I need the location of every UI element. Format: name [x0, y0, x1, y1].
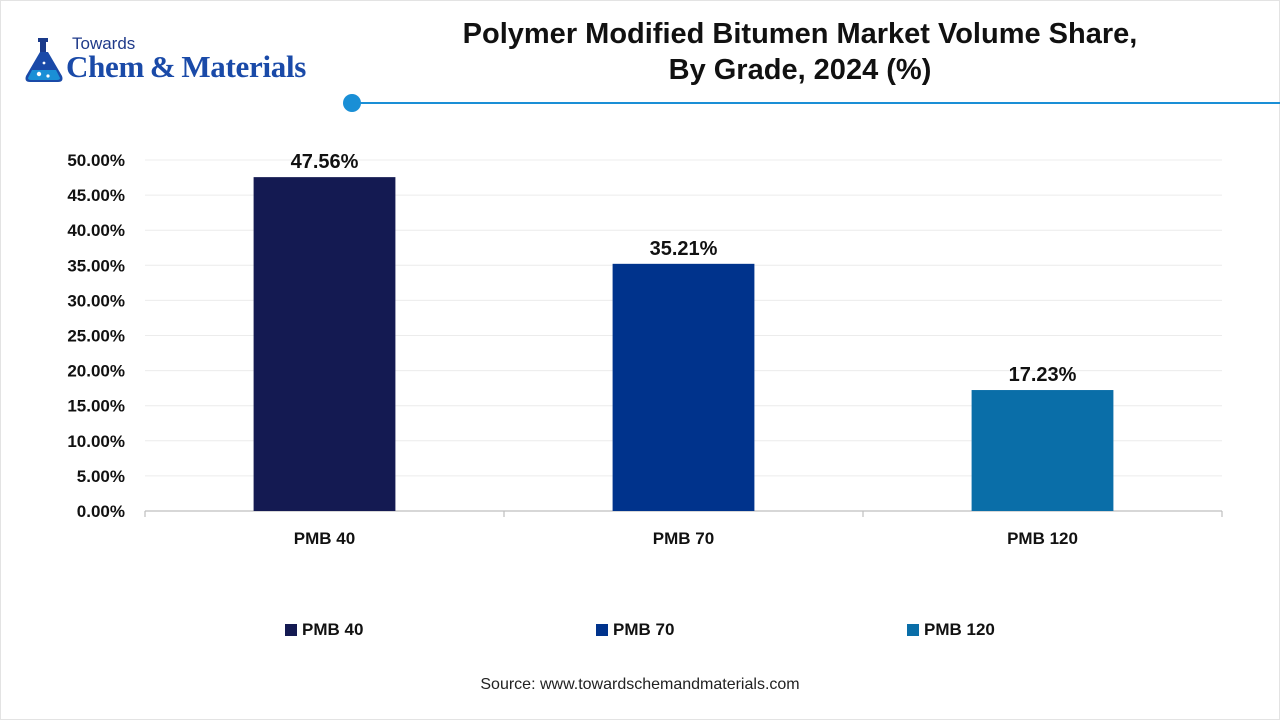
y-tick-label: 40.00%: [67, 221, 125, 240]
y-tick-label: 20.00%: [67, 362, 125, 381]
y-tick-label: 50.00%: [67, 151, 125, 170]
x-tick-label: PMB 70: [653, 529, 714, 548]
y-tick-label: 10.00%: [67, 432, 125, 451]
y-tick-label: 30.00%: [67, 291, 125, 310]
legend-label-pmb-120: PMB 120: [924, 620, 995, 639]
y-tick-label: 25.00%: [67, 327, 125, 346]
x-tick-label: PMB 120: [1007, 529, 1078, 548]
brand-logo: Towards Chem & Materials: [22, 34, 342, 94]
y-tick-label: 15.00%: [67, 397, 125, 416]
legend-item-pmb-120: PMB 120: [907, 620, 995, 640]
flask-icon: [25, 38, 63, 82]
title-line-2: By Grade, 2024 (%): [668, 54, 932, 86]
logo-top-text: Towards: [72, 34, 136, 53]
bar-pmb-40: [253, 177, 396, 512]
legend-item-pmb-70: PMB 70: [596, 620, 674, 640]
bar-pmb-120: [971, 390, 1114, 511]
legend-swatch-pmb-120: [907, 624, 919, 636]
bar-chart: 0.00% 5.00% 10.00% 15.00% 20.00% 25.00% 30.00%…: [67, 151, 1223, 548]
y-tick-label: 45.00%: [67, 186, 125, 205]
legend-swatch-pmb-40: [285, 624, 297, 636]
legend-swatch-pmb-70: [596, 624, 608, 636]
data-label: 17.23%: [1009, 364, 1077, 386]
legend-label-pmb-70: PMB 70: [613, 620, 675, 639]
y-tick-label: 35.00%: [67, 256, 125, 275]
y-tick-label: 0.00%: [77, 502, 125, 521]
legend: PMB 40 PMB 70 PMB 120: [0, 620, 1280, 644]
legend-label-pmb-40: PMB 40: [302, 620, 364, 639]
data-label: 35.21%: [650, 238, 718, 260]
legend-item-pmb-40: PMB 40: [285, 620, 363, 640]
data-label: 47.56%: [291, 151, 359, 173]
bar-pmb-70: [612, 263, 755, 511]
source-note: Source: www.towardschemandmaterials.com: [480, 676, 800, 693]
header-rule-line: [352, 102, 1280, 104]
y-tick-label: 5.00%: [77, 467, 125, 486]
logo-main-text: Chem & Materials: [66, 49, 307, 84]
x-tick-label: PMB 40: [294, 529, 355, 548]
title-line-1: Polymer Modified Bitumen Market Volume S…: [462, 18, 1138, 50]
chart-title: Polymer Modified Bitumen Market Volume S…: [380, 16, 1220, 88]
